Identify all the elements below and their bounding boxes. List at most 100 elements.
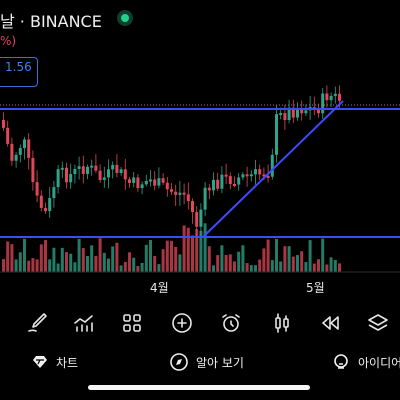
candle-body — [10, 143, 14, 161]
volume-bar — [178, 254, 182, 272]
candle-body — [6, 127, 10, 144]
volume-bar — [69, 253, 73, 272]
candle-body — [195, 212, 199, 227]
add-circle-icon[interactable] — [167, 308, 197, 338]
candle-body — [48, 198, 52, 212]
candle-body — [65, 167, 68, 183]
candle-body — [241, 174, 245, 178]
volume-bar — [14, 259, 18, 272]
volume-bar — [35, 259, 39, 272]
chart-diamond-icon — [33, 356, 47, 368]
candles-group — [2, 85, 341, 238]
volume-bar — [111, 246, 115, 272]
volume-bar — [291, 256, 295, 272]
volume-bar — [216, 255, 220, 272]
compass-icon — [170, 353, 188, 371]
volume-bar — [321, 238, 325, 272]
volume-bar — [140, 262, 144, 272]
alarm-clock-icon[interactable] — [216, 308, 246, 338]
candlestick-icon[interactable] — [267, 308, 297, 338]
volume-bar — [23, 238, 26, 272]
candle-body — [300, 109, 304, 114]
candle-body — [338, 93, 341, 101]
brush-icon[interactable] — [22, 308, 52, 338]
volume-bar — [283, 246, 287, 272]
volume-bar — [312, 263, 316, 272]
home-indicator — [88, 385, 310, 390]
symbol-title[interactable]: 날 · BINANCE — [0, 12, 102, 31]
candle-body — [39, 195, 43, 208]
candle-body — [321, 93, 325, 114]
candle-body — [90, 165, 94, 168]
volume-bar — [115, 242, 119, 272]
candle-body — [329, 95, 333, 101]
price-value: 1.56 — [5, 60, 32, 74]
volume-bar — [333, 259, 337, 272]
candle-body — [291, 107, 295, 118]
volume-bar — [275, 238, 278, 272]
volume-bar — [102, 252, 106, 272]
volume-bar — [182, 225, 186, 272]
volume-bar — [254, 265, 257, 272]
volume-bar — [317, 259, 320, 272]
candle-body — [178, 192, 182, 195]
price-chart[interactable] — [0, 0, 400, 300]
volume-bar — [304, 262, 308, 272]
volume-bar — [325, 264, 329, 272]
volume-group — [2, 223, 341, 272]
chart-toolbar — [0, 308, 400, 340]
candle-body — [107, 169, 110, 178]
volume-bar — [144, 244, 148, 272]
trend-line[interactable] — [202, 100, 344, 238]
volume-bar — [10, 244, 14, 272]
candle-body — [182, 192, 186, 195]
volume-bar — [153, 255, 157, 272]
nav-chart[interactable]: 차트 — [32, 348, 78, 376]
price-box[interactable]: 1.56 l — [0, 57, 38, 87]
candle-body — [128, 179, 131, 183]
volume-bar — [119, 265, 123, 272]
candle-body — [296, 109, 299, 118]
volume-bar — [296, 255, 299, 272]
volume-bar — [287, 246, 291, 272]
volume-bar — [241, 245, 245, 272]
candle-body — [149, 179, 152, 182]
volume-bar — [233, 261, 236, 272]
nav-explore-label: 알아 보기 — [196, 355, 244, 370]
candle-body — [132, 177, 136, 183]
volume-bar — [191, 235, 194, 272]
volume-bar — [279, 261, 283, 272]
indicator-chart-icon[interactable] — [69, 308, 99, 338]
candle-body — [220, 174, 224, 189]
candle-body — [228, 176, 232, 185]
volume-bar — [56, 263, 60, 272]
nav-ideas[interactable]: 아이디어 — [332, 348, 400, 376]
volume-bar — [245, 263, 249, 272]
layers-icon[interactable] — [363, 308, 393, 338]
candle-body — [170, 189, 173, 192]
x-tick-may: 5월 — [306, 281, 325, 295]
nav-ideas-label: 아이디어 — [358, 355, 400, 370]
volume-bar — [94, 255, 98, 272]
volume-bar — [107, 258, 110, 272]
candle-body — [94, 165, 98, 171]
volume-bar — [220, 245, 224, 272]
candle-body — [287, 107, 291, 121]
candle-body — [115, 164, 119, 173]
nav-explore[interactable]: 알아 보기 — [170, 348, 244, 376]
candle-body — [27, 139, 31, 158]
replay-icon[interactable] — [315, 308, 345, 338]
market-status-icon — [117, 10, 133, 26]
grid-layout-icon[interactable] — [117, 308, 147, 338]
candle-body — [60, 167, 64, 170]
volume-bar — [149, 239, 152, 272]
candle-body — [216, 179, 220, 189]
candle-body — [144, 180, 148, 185]
volume-bar — [18, 252, 22, 272]
volume-bar — [212, 265, 215, 272]
volume-bar — [199, 230, 203, 272]
volume-bar — [165, 240, 169, 272]
volume-bar — [98, 238, 102, 272]
candle-body — [98, 170, 102, 180]
volume-bar — [44, 240, 47, 272]
